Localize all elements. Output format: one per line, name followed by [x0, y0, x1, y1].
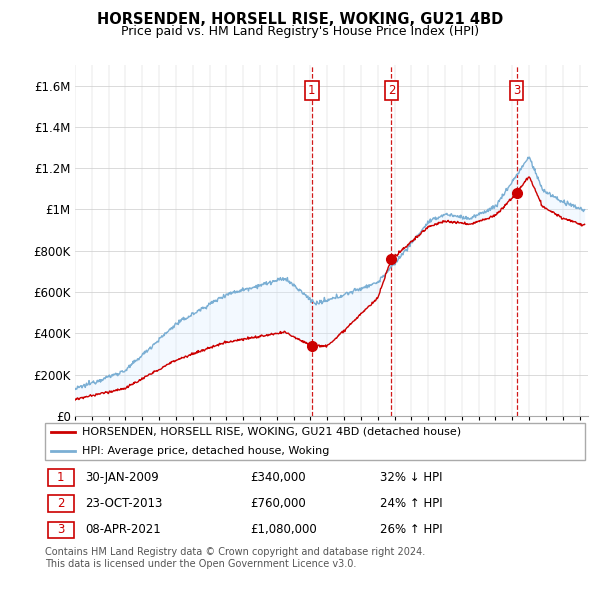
Text: 1: 1	[57, 471, 64, 484]
Text: HORSENDEN, HORSELL RISE, WOKING, GU21 4BD: HORSENDEN, HORSELL RISE, WOKING, GU21 4B…	[97, 12, 503, 27]
FancyBboxPatch shape	[48, 496, 74, 512]
Text: 23-OCT-2013: 23-OCT-2013	[86, 497, 163, 510]
Text: 24% ↑ HPI: 24% ↑ HPI	[380, 497, 442, 510]
Text: 08-APR-2021: 08-APR-2021	[86, 523, 161, 536]
Text: 3: 3	[57, 523, 64, 536]
Text: 1: 1	[308, 84, 316, 97]
Text: 2: 2	[388, 84, 395, 97]
Text: 30-JAN-2009: 30-JAN-2009	[86, 471, 159, 484]
Text: 3: 3	[513, 84, 521, 97]
Text: £760,000: £760,000	[250, 497, 306, 510]
Text: HPI: Average price, detached house, Woking: HPI: Average price, detached house, Woki…	[82, 446, 329, 456]
Text: HORSENDEN, HORSELL RISE, WOKING, GU21 4BD (detached house): HORSENDEN, HORSELL RISE, WOKING, GU21 4B…	[82, 427, 461, 437]
FancyBboxPatch shape	[48, 522, 74, 538]
Text: Price paid vs. HM Land Registry's House Price Index (HPI): Price paid vs. HM Land Registry's House …	[121, 25, 479, 38]
FancyBboxPatch shape	[45, 423, 585, 460]
Text: 26% ↑ HPI: 26% ↑ HPI	[380, 523, 442, 536]
FancyBboxPatch shape	[48, 469, 74, 486]
Text: This data is licensed under the Open Government Licence v3.0.: This data is licensed under the Open Gov…	[45, 559, 356, 569]
Text: 32% ↓ HPI: 32% ↓ HPI	[380, 471, 442, 484]
Text: Contains HM Land Registry data © Crown copyright and database right 2024.: Contains HM Land Registry data © Crown c…	[45, 547, 425, 557]
Text: 2: 2	[57, 497, 64, 510]
Text: £1,080,000: £1,080,000	[250, 523, 317, 536]
Text: £340,000: £340,000	[250, 471, 306, 484]
